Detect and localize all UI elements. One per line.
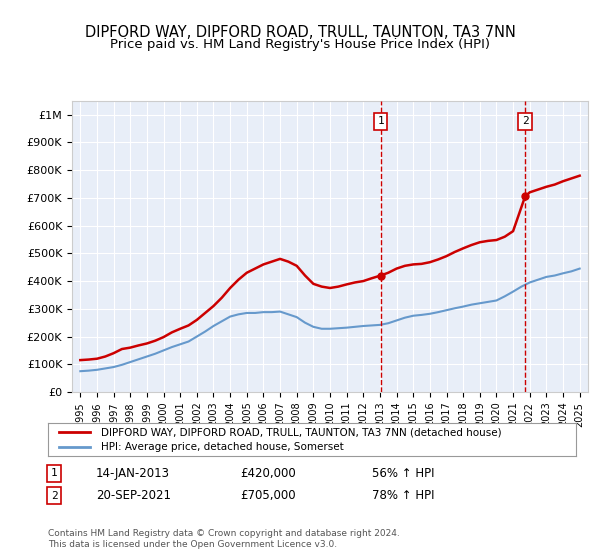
Text: Price paid vs. HM Land Registry's House Price Index (HPI): Price paid vs. HM Land Registry's House … (110, 38, 490, 51)
Text: Contains HM Land Registry data © Crown copyright and database right 2024.
This d: Contains HM Land Registry data © Crown c… (48, 529, 400, 549)
Text: £705,000: £705,000 (240, 489, 296, 502)
Text: HPI: Average price, detached house, Somerset: HPI: Average price, detached house, Some… (101, 442, 344, 452)
Text: 1: 1 (377, 116, 384, 126)
Text: 1: 1 (50, 468, 58, 478)
Text: DIPFORD WAY, DIPFORD ROAD, TRULL, TAUNTON, TA3 7NN (detached house): DIPFORD WAY, DIPFORD ROAD, TRULL, TAUNTO… (101, 427, 502, 437)
Text: 2: 2 (50, 491, 58, 501)
Text: DIPFORD WAY, DIPFORD ROAD, TRULL, TAUNTON, TA3 7NN: DIPFORD WAY, DIPFORD ROAD, TRULL, TAUNTO… (85, 25, 515, 40)
Text: 78% ↑ HPI: 78% ↑ HPI (372, 489, 434, 502)
Text: 56% ↑ HPI: 56% ↑ HPI (372, 466, 434, 480)
Text: £420,000: £420,000 (240, 466, 296, 480)
Text: 14-JAN-2013: 14-JAN-2013 (96, 466, 170, 480)
Text: 20-SEP-2021: 20-SEP-2021 (96, 489, 171, 502)
Text: 2: 2 (522, 116, 529, 126)
